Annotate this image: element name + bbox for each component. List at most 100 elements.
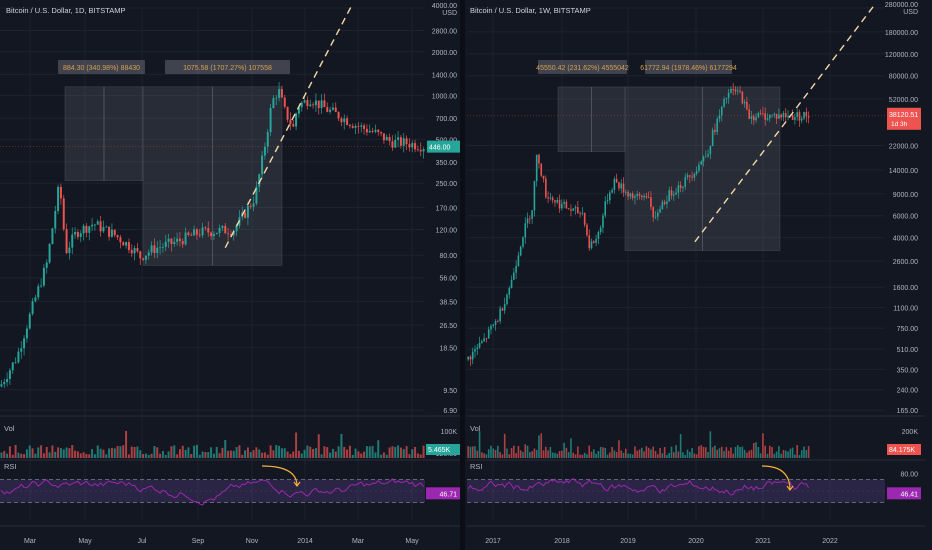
volume-bar <box>320 454 323 458</box>
volume-bar <box>556 453 559 458</box>
volume-bar <box>365 446 368 458</box>
measure-label: 1075.58 (1707.27%) 107558 <box>183 65 272 72</box>
volume-bar <box>501 454 504 458</box>
candle-body <box>405 138 408 145</box>
volume-bar <box>28 445 31 458</box>
candle-body <box>178 238 181 242</box>
volume-bar <box>317 434 320 458</box>
right-rsi-pane <box>467 465 885 504</box>
candle-body <box>704 156 707 158</box>
right-trend-line[interactable] <box>694 3 876 243</box>
candle-body <box>574 207 577 209</box>
volume-bar <box>312 448 315 458</box>
price-tick-label: 170.00 <box>436 206 458 213</box>
rsi-arrow <box>261 465 298 487</box>
candle-body <box>727 92 730 99</box>
candle-body <box>317 100 320 109</box>
candle-body <box>551 197 554 201</box>
candle-body <box>615 178 618 183</box>
price-tick-label: 350.00 <box>897 367 919 374</box>
left-price-axis: 4000.00 2800.00 2000.00 1400.00 1000.00 700.0… <box>0 3 460 500</box>
candle-body <box>510 279 513 288</box>
candle-body <box>583 212 586 225</box>
volume-bar <box>570 438 572 458</box>
volume-bar <box>652 446 655 458</box>
volume-bar <box>348 445 351 458</box>
volume-bar <box>11 454 14 458</box>
volume-last-label: 5.465K <box>428 447 451 454</box>
volume-bar <box>485 454 488 458</box>
candle-body <box>303 100 306 103</box>
time-tick-label: 2020 <box>688 538 704 545</box>
volume-bar <box>789 448 792 458</box>
candle-body <box>803 112 805 119</box>
candle-body <box>278 89 281 98</box>
candle-body <box>579 213 581 215</box>
candle-body <box>207 228 210 233</box>
candle-body <box>682 186 684 188</box>
candle-body <box>195 229 198 235</box>
candle-body <box>522 237 524 247</box>
candle-body <box>679 185 682 188</box>
candle-body <box>125 242 128 246</box>
candle-body <box>142 258 145 260</box>
rsi-arrow-head <box>786 485 794 491</box>
candle-body <box>42 267 45 286</box>
time-tick-label: May <box>78 538 92 545</box>
price-tick-label: 120.00 <box>436 228 458 235</box>
candle-body <box>280 89 283 98</box>
volume-bar <box>677 451 680 458</box>
candle-body <box>743 101 746 104</box>
volume-bar <box>388 447 391 458</box>
volume-bar <box>510 447 513 458</box>
volume-bar <box>666 454 668 458</box>
volume-bar <box>127 454 130 458</box>
candle-body <box>377 129 380 133</box>
volume-bar <box>334 451 337 458</box>
candle-body <box>57 186 60 211</box>
volume-bar <box>577 446 579 458</box>
volume-bar <box>643 451 645 458</box>
candle-body <box>762 113 764 114</box>
volume-bar <box>37 447 40 458</box>
volume-bar <box>414 446 417 458</box>
volume-bar <box>746 452 748 458</box>
volume-bar <box>561 450 563 458</box>
candle-body <box>661 201 664 210</box>
price-tick-label: 52000.00 <box>889 97 918 104</box>
volume-bar <box>343 446 346 458</box>
candle-body <box>545 178 547 198</box>
time-tick-label: Nov <box>246 538 259 545</box>
candle-body <box>487 329 490 339</box>
candle-body <box>181 241 184 245</box>
right-measure-boxes[interactable]: 45550.42 (231.62%) 4555042 61772.94 (1978… <box>536 60 781 251</box>
volume-bar <box>96 445 99 458</box>
candle-body <box>794 117 796 120</box>
panel-divider[interactable] <box>460 0 465 550</box>
rsi-last-tag <box>887 487 921 500</box>
candle-body <box>517 255 520 266</box>
volume-bar <box>750 449 753 458</box>
measure-label: 61772.94 (1978.46%) 6177294 <box>640 65 737 72</box>
candle-body <box>419 149 422 152</box>
candle-body <box>636 193 639 197</box>
measure-label: 884.30 (340.98%) 88430 <box>63 65 140 72</box>
volume-bar <box>524 444 527 458</box>
volume-bar <box>748 450 751 458</box>
last-price-label: 446.00 <box>429 145 451 152</box>
candle-body <box>807 116 810 118</box>
volume-bar <box>547 450 549 458</box>
candle-body <box>408 144 411 148</box>
rsi-arrow-head <box>293 481 301 487</box>
candle-body <box>85 225 88 233</box>
candle-body <box>641 195 643 198</box>
volume-bar <box>147 454 150 458</box>
left-trend-line[interactable] <box>224 4 353 249</box>
measure-label-box <box>165 60 290 74</box>
candle-body <box>82 225 85 234</box>
volume-bar <box>720 446 723 458</box>
candle-body <box>388 136 391 142</box>
volume-bar <box>130 446 133 458</box>
price-tick-label: 80.00 <box>439 253 457 260</box>
volume-bar <box>399 447 402 458</box>
